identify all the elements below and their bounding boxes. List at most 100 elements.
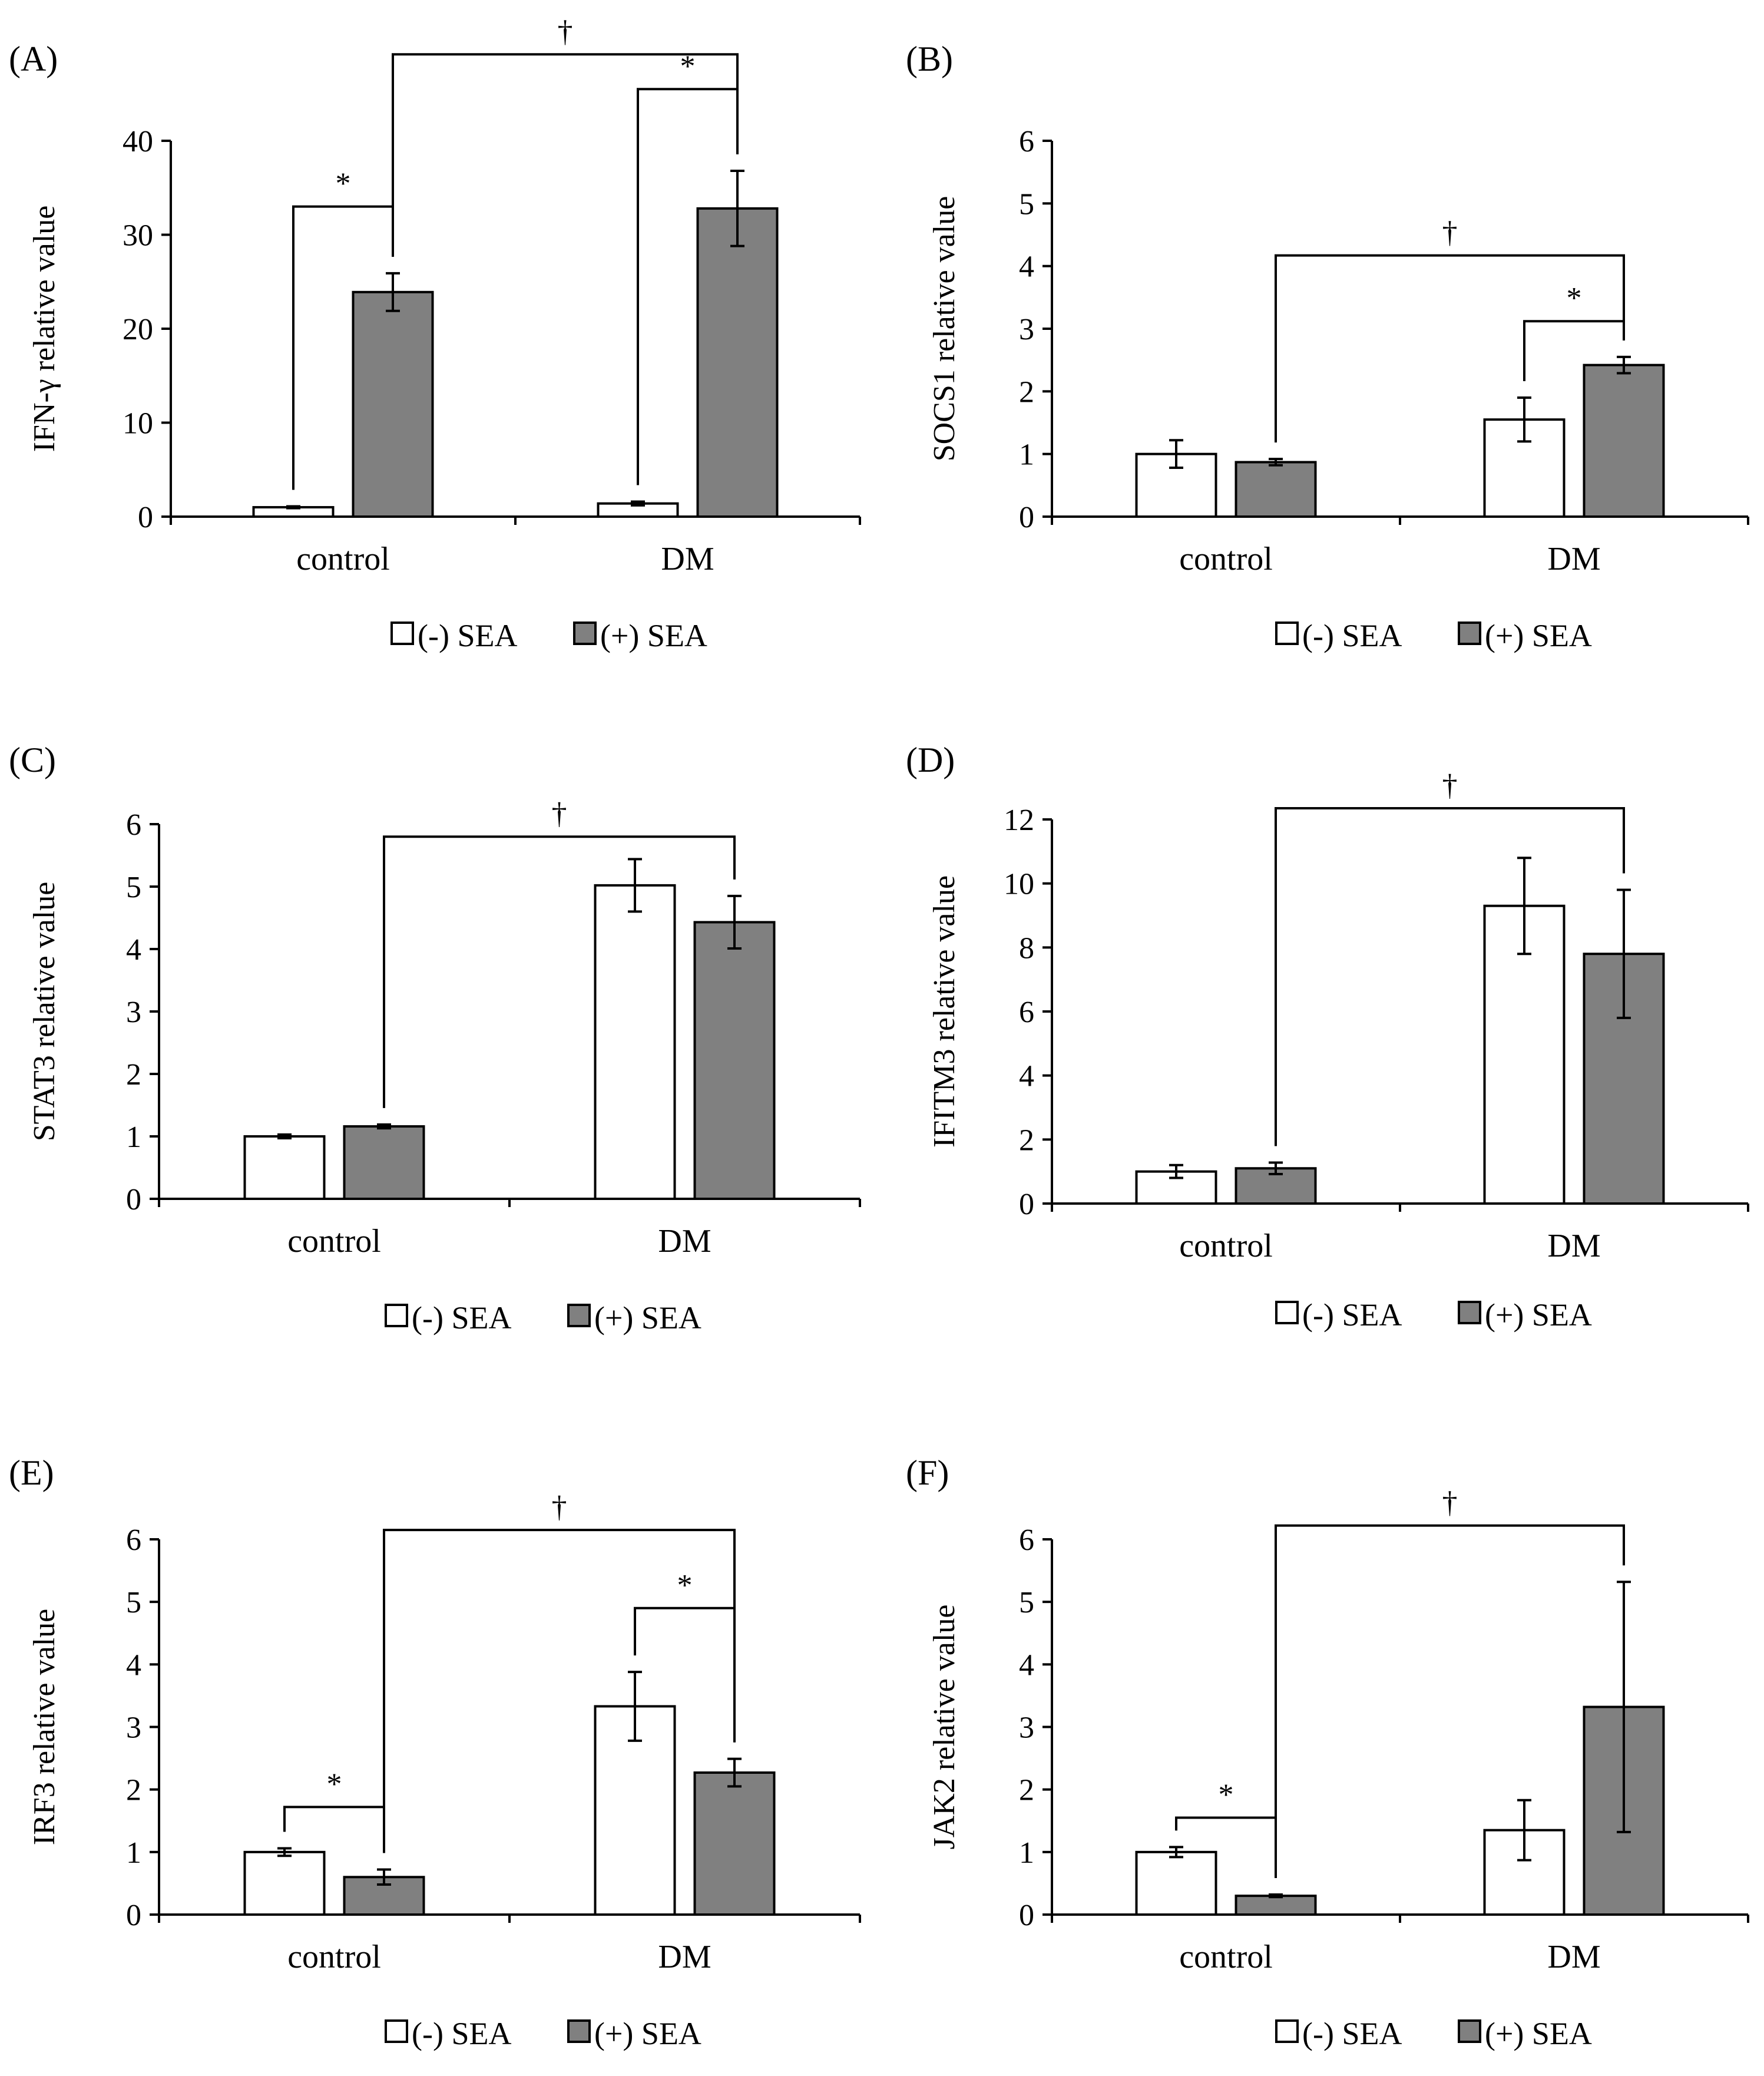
panel-label: (C) bbox=[9, 741, 56, 779]
bar bbox=[243, 1850, 326, 1916]
x-category-label: control bbox=[1179, 1939, 1273, 1975]
y-tick-label: 4 bbox=[1019, 1060, 1034, 1093]
y-tick-label: 30 bbox=[123, 219, 153, 253]
y-axis-title: IFN-γ relative value bbox=[28, 206, 61, 452]
legend-swatch bbox=[385, 1304, 408, 1327]
chart-panel-5: (E) 0 1 2 3 4 5 6 control DM IRF3 relative value * *… bbox=[9, 1453, 861, 2051]
y-tick-label: 3 bbox=[126, 996, 141, 1029]
chart-panel-2: (B) 0 1 2 3 4 5 6 control DM SOCS1 relative value *… bbox=[906, 39, 1749, 653]
y-tick-label: 1 bbox=[1019, 438, 1034, 472]
y-tick-label: 4 bbox=[126, 1648, 141, 1682]
significance-marker: † bbox=[552, 1490, 567, 1524]
significance-marker: † bbox=[1442, 1486, 1458, 1520]
significance-marker: * bbox=[336, 167, 351, 201]
x-category-label: control bbox=[1179, 1228, 1273, 1264]
significance-bracket bbox=[1275, 1524, 1625, 1879]
y-tick-label: 2 bbox=[126, 1774, 141, 1807]
legend-label: (+) SEA bbox=[1485, 1297, 1592, 1333]
x-category-label: control bbox=[1179, 541, 1273, 577]
y-tick-label: 10 bbox=[1004, 868, 1034, 901]
y-tick-label: 6 bbox=[126, 808, 141, 842]
panel-label: (F) bbox=[906, 1453, 949, 1492]
y-axis-title: STAT3 relative value bbox=[28, 882, 61, 1142]
y-tick-label: 2 bbox=[1019, 1123, 1034, 1157]
legend-label: (-) SEA bbox=[1302, 1297, 1402, 1333]
significance-bracket bbox=[392, 53, 739, 257]
legend-swatch bbox=[567, 1304, 591, 1327]
y-tick-label: 0 bbox=[1019, 1188, 1034, 1221]
y-tick-label: 3 bbox=[1019, 1711, 1034, 1745]
x-category-label: DM bbox=[1547, 1939, 1600, 1975]
y-axis-title: JAK2 relative value bbox=[928, 1605, 961, 1850]
y-tick-label: 10 bbox=[123, 407, 153, 441]
y-tick-label: 2 bbox=[1019, 1774, 1034, 1807]
y-tick-label: 4 bbox=[1019, 250, 1034, 284]
bar bbox=[693, 921, 776, 1201]
y-tick-label: 1 bbox=[1019, 1836, 1034, 1870]
legend-label: (-) SEA bbox=[418, 618, 517, 653]
x-category-label: DM bbox=[661, 541, 714, 577]
legend-label: (-) SEA bbox=[1302, 2016, 1402, 2051]
y-tick-label: 5 bbox=[126, 1586, 141, 1619]
x-category-label: DM bbox=[1547, 1228, 1600, 1264]
y-tick-label: 0 bbox=[126, 1899, 141, 1932]
significance-marker: † bbox=[552, 797, 567, 831]
bar bbox=[693, 1771, 776, 1916]
y-tick-label: 20 bbox=[123, 313, 153, 346]
legend-swatch bbox=[1458, 1301, 1481, 1324]
x-category-label: control bbox=[287, 1223, 381, 1260]
legend-swatch bbox=[385, 2019, 408, 2043]
bar bbox=[594, 884, 676, 1200]
y-tick-label: 0 bbox=[1019, 501, 1034, 534]
y-tick-label: 3 bbox=[126, 1711, 141, 1745]
bar bbox=[696, 207, 779, 518]
y-axis-title: IFITM3 relative value bbox=[928, 875, 961, 1148]
bar bbox=[243, 1135, 326, 1200]
y-tick-label: 6 bbox=[1019, 996, 1034, 1029]
bar bbox=[1583, 363, 1665, 518]
y-tick-label: 6 bbox=[126, 1523, 141, 1557]
significance-marker: † bbox=[558, 15, 573, 48]
x-category-label: DM bbox=[658, 1223, 711, 1260]
significance-bracket bbox=[383, 835, 736, 1108]
y-tick-label: 4 bbox=[126, 933, 141, 967]
significance-bracket bbox=[1275, 254, 1625, 443]
bar bbox=[343, 1125, 425, 1201]
bar bbox=[1483, 904, 1566, 1205]
bar bbox=[1483, 1829, 1566, 1916]
y-tick-label: 2 bbox=[1019, 375, 1034, 409]
y-tick-label: 3 bbox=[1019, 313, 1034, 346]
y-tick-label: 6 bbox=[1019, 1523, 1034, 1557]
panel-label: (B) bbox=[906, 39, 953, 78]
y-tick-label: 12 bbox=[1004, 804, 1034, 837]
chart-panel-6: (F) 0 1 2 3 4 5 6 control DM JAK2 relative value * †… bbox=[906, 1453, 1749, 2051]
legend-label: (+) SEA bbox=[1485, 2016, 1592, 2051]
y-tick-label: 1 bbox=[126, 1836, 141, 1870]
y-tick-label: 4 bbox=[1019, 1648, 1034, 1682]
bar bbox=[1235, 1895, 1317, 1916]
chart-panel-3: (C) 0 1 2 3 4 5 6 control DM STAT3 relative value †… bbox=[9, 741, 861, 1335]
significance-marker: * bbox=[1219, 1778, 1234, 1811]
x-category-label: DM bbox=[658, 1939, 711, 1975]
panel-label: (A) bbox=[9, 39, 58, 78]
legend-label: (-) SEA bbox=[412, 2016, 511, 2051]
x-category-label: control bbox=[287, 1939, 381, 1975]
chart-panel-1: (A) 0 10 20 30 40 control DM IFN-γ relative valu… bbox=[9, 15, 861, 653]
legend-swatch bbox=[1458, 622, 1481, 645]
panel-label: (E) bbox=[9, 1453, 54, 1492]
legend-swatch bbox=[573, 622, 597, 645]
legend-label: (+) SEA bbox=[600, 618, 707, 653]
significance-marker: † bbox=[1442, 216, 1458, 250]
legend-swatch bbox=[567, 2019, 591, 2043]
bar bbox=[1235, 461, 1317, 518]
legend-label: (+) SEA bbox=[594, 1300, 701, 1335]
legend-label: (-) SEA bbox=[1302, 618, 1402, 653]
y-tick-label: 1 bbox=[126, 1120, 141, 1154]
y-tick-label: 5 bbox=[126, 871, 141, 904]
x-category-label: control bbox=[296, 541, 390, 577]
bar bbox=[1135, 1850, 1217, 1916]
significance-marker: † bbox=[1442, 769, 1458, 802]
significance-marker: * bbox=[677, 1569, 693, 1602]
y-tick-label: 40 bbox=[123, 125, 153, 158]
